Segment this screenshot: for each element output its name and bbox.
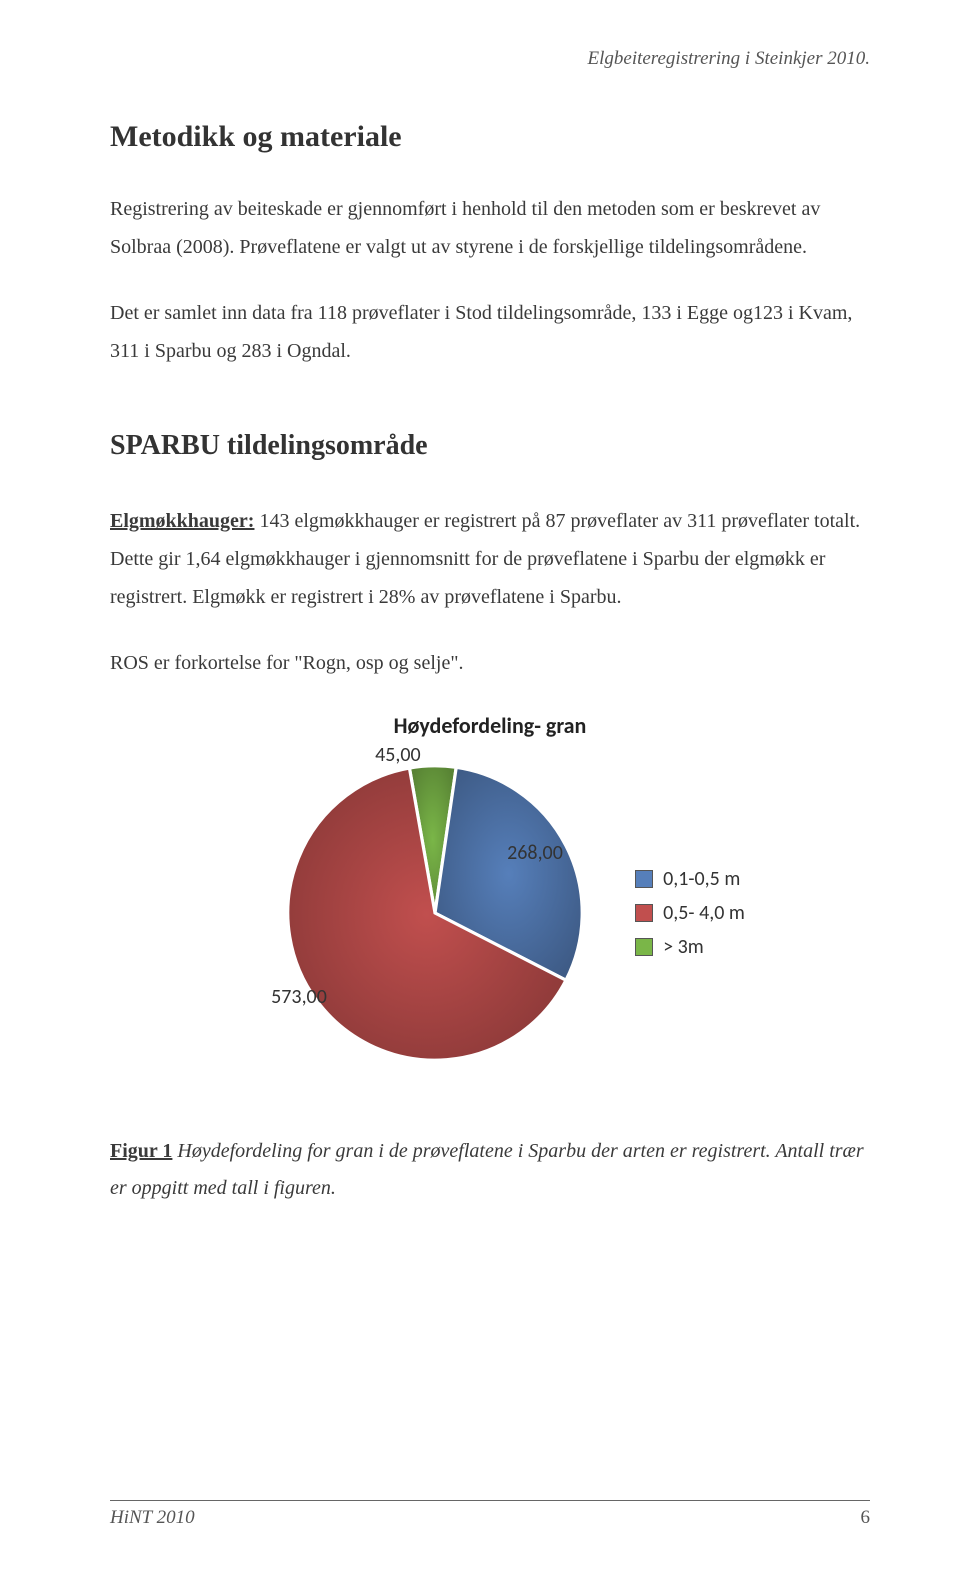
footer-page-number: 6 <box>861 1507 871 1529</box>
legend-swatch-2 <box>635 938 653 956</box>
figure-number: Figur 1 <box>110 1140 172 1162</box>
paragraph-2: Det er samlet inn data fra 118 prøveflat… <box>110 294 870 370</box>
chart-title: Høydefordeling- gran <box>110 712 870 739</box>
running-header: Elgbeiteregistrering i Steinkjer 2010. <box>110 48 870 70</box>
pie-slice-label-1: 268,00 <box>507 841 563 865</box>
pie-slice-label-0: 45,00 <box>375 743 421 767</box>
paragraph-1: Registrering av beiteskade er gjennomfør… <box>110 190 870 266</box>
legend-item-0: 0,1-0,5 m <box>635 867 745 891</box>
chart-row: 45,00 268,00 573,00 0,1-0,5 m 0,5- 4,0 m… <box>110 753 870 1073</box>
figure-caption-text: Høydefordeling for gran i de prøveflaten… <box>110 1140 864 1199</box>
legend: 0,1-0,5 m 0,5- 4,0 m > 3m <box>635 857 745 969</box>
pie-wrap: 45,00 268,00 573,00 <box>275 753 595 1073</box>
pie-svg <box>275 753 595 1073</box>
legend-swatch-1 <box>635 904 653 922</box>
footer-left: HiNT 2010 <box>110 1507 195 1529</box>
legend-label-2: > 3m <box>663 935 704 959</box>
paragraph-elgmokk: Elgmøkkhauger: 143 elgmøkkhauger er regi… <box>110 502 870 616</box>
pie-slice-label-2: 573,00 <box>271 985 327 1009</box>
legend-label-0: 0,1-0,5 m <box>663 867 740 891</box>
legend-item-2: > 3m <box>635 935 745 959</box>
legend-item-1: 0,5- 4,0 m <box>635 901 745 925</box>
pie-chart-block: Høydefordeling- gran 45,00 268,00 573,00… <box>110 712 870 1073</box>
figure-caption: Figur 1 Høydefordeling for gran i de prø… <box>110 1133 870 1207</box>
page-footer: HiNT 2010 6 <box>110 1500 870 1529</box>
legend-swatch-0 <box>635 870 653 888</box>
heading-metodikk: Metodikk og materiale <box>110 120 870 154</box>
lead-word: Elgmøkkhauger: <box>110 510 254 532</box>
heading-sparbu: SPARBU tildelingsområde <box>110 430 870 462</box>
paragraph-ros: ROS er forkortelse for "Rogn, osp og sel… <box>110 644 870 682</box>
legend-label-1: 0,5- 4,0 m <box>663 901 745 925</box>
